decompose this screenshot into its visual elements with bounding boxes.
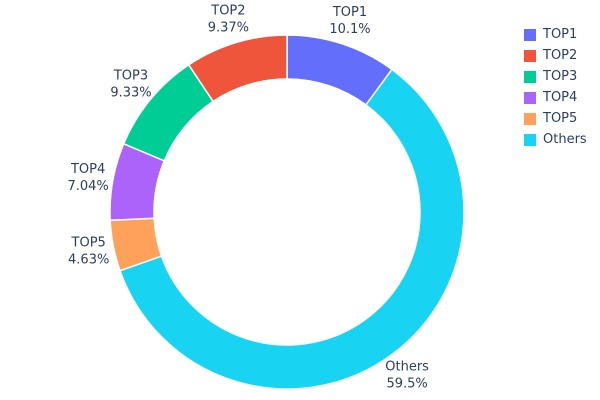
legend-label-top5: TOP5 — [543, 111, 578, 126]
slice-label-top4: TOP4 7.04% — [67, 162, 108, 194]
legend-swatch-top1 — [524, 29, 536, 41]
legend-item-top4[interactable]: TOP4 — [524, 90, 587, 106]
pie-slice-others[interactable] — [119, 68, 465, 390]
legend-item-others[interactable]: Others — [524, 132, 587, 148]
legend-label-top2: TOP2 — [543, 48, 578, 63]
slice-label-others: Others 59.5% — [385, 359, 429, 391]
legend-label-top4: TOP4 — [543, 90, 578, 105]
slice-label-top5: TOP5 4.63% — [68, 236, 109, 268]
slice-label-top2: TOP2 9.37% — [208, 4, 249, 36]
legend-swatch-top5 — [524, 113, 536, 125]
legend-item-top2[interactable]: TOP2 — [524, 48, 587, 64]
legend-label-top3: TOP3 — [543, 69, 578, 84]
legend-swatch-top3 — [524, 71, 536, 83]
legend-swatch-top4 — [524, 92, 536, 104]
legend-swatch-others — [524, 134, 536, 146]
pie-slice-top2[interactable] — [187, 34, 288, 103]
legend-item-top5[interactable]: TOP5 — [524, 111, 587, 127]
legend-item-top3[interactable]: TOP3 — [524, 69, 587, 85]
slice-label-top1: TOP1 10.1% — [329, 5, 370, 37]
legend-item-top1[interactable]: TOP1 — [524, 27, 587, 43]
legend-swatch-top2 — [524, 50, 536, 62]
legend: TOP1 TOP2 TOP3 TOP4 TOP5 Others — [524, 27, 587, 148]
legend-label-top1: TOP1 — [543, 27, 578, 42]
legend-label-others: Others — [543, 132, 587, 147]
slice-label-top3: TOP3 9.33% — [110, 69, 151, 101]
